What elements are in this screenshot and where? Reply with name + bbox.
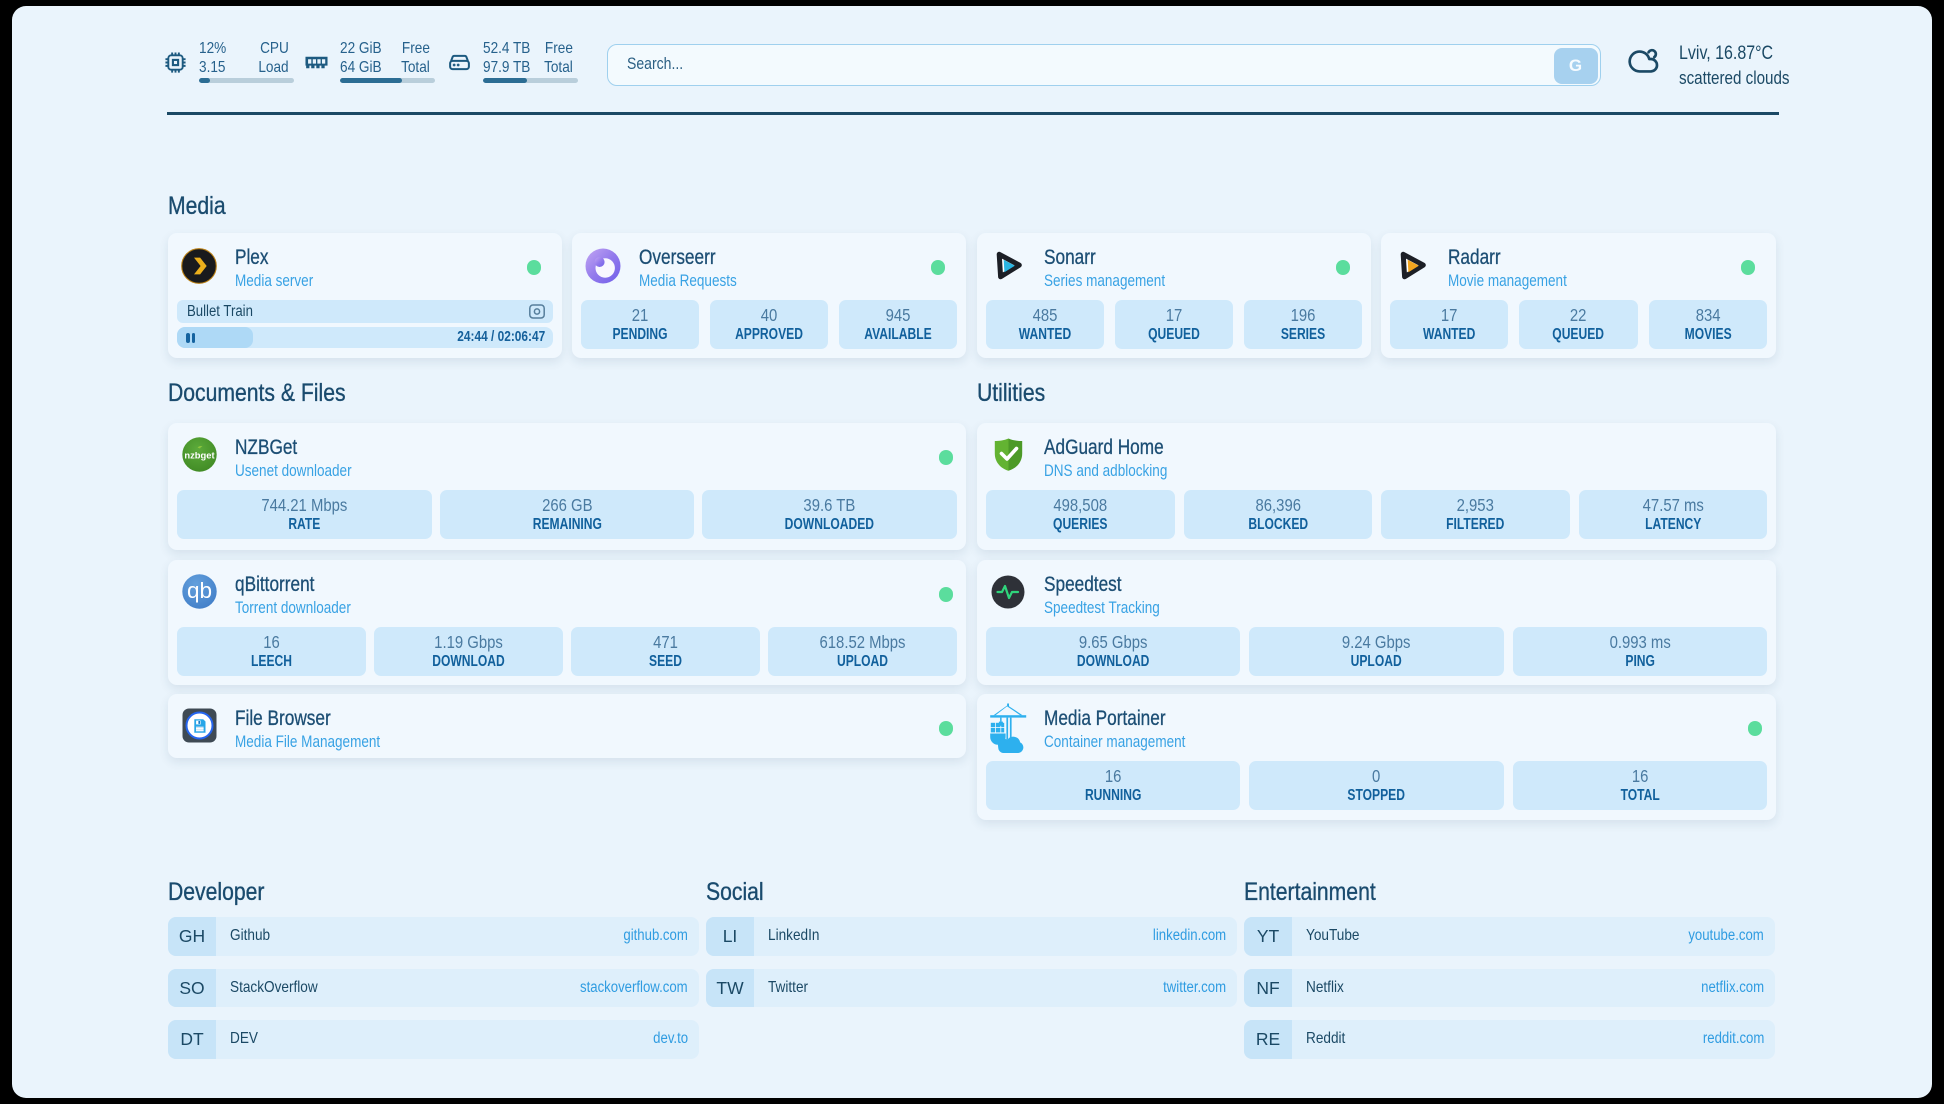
svg-text:qb: qb [187,578,212,603]
svg-text:nzbget: nzbget [184,450,214,461]
